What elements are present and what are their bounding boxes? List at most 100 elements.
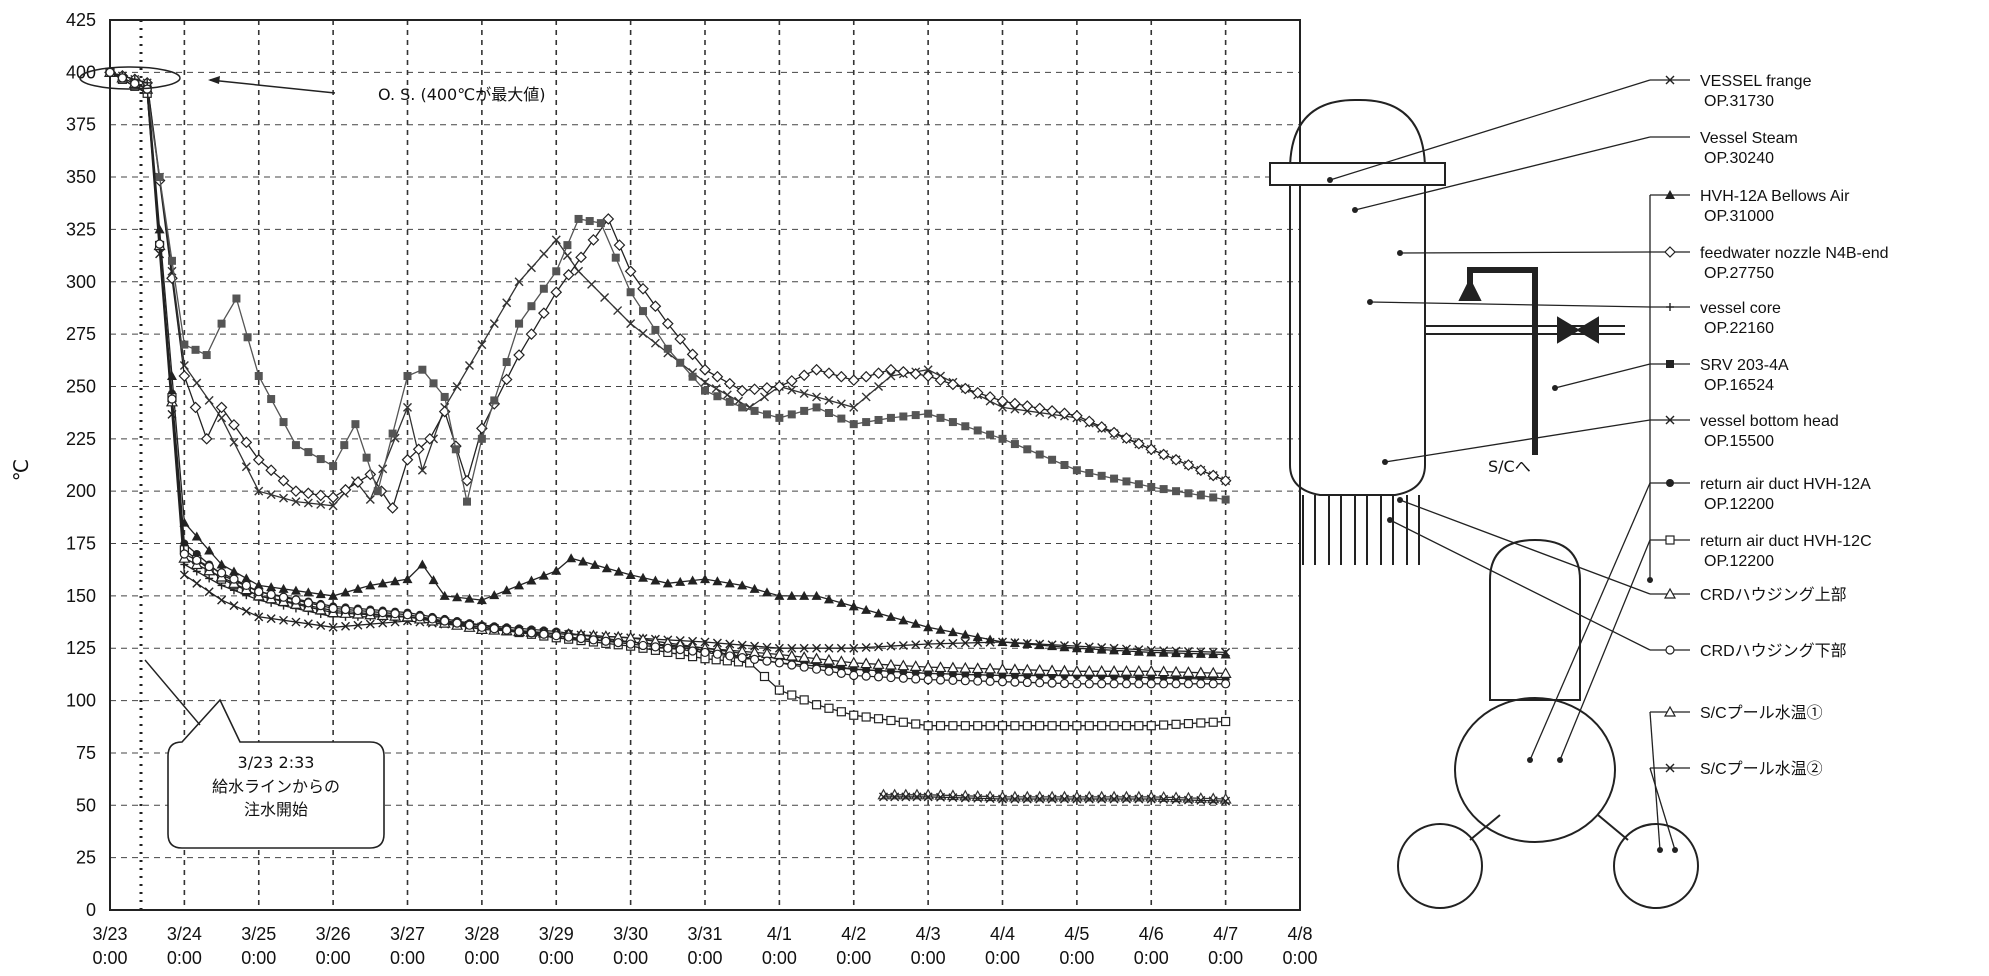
data-point bbox=[1146, 794, 1156, 804]
data-point bbox=[1072, 794, 1082, 804]
data-point bbox=[1070, 665, 1083, 676]
data-point bbox=[1666, 360, 1674, 368]
data-point bbox=[872, 367, 885, 380]
data-point bbox=[527, 302, 536, 311]
data-point bbox=[1159, 646, 1169, 656]
data-point bbox=[1072, 466, 1081, 475]
leader-tip bbox=[1387, 517, 1393, 523]
y-tick-label: 100 bbox=[66, 691, 96, 711]
leader-line bbox=[1399, 251, 1651, 254]
data-point bbox=[1097, 471, 1106, 480]
data-point bbox=[291, 497, 301, 507]
data-point bbox=[860, 370, 872, 383]
data-point bbox=[1121, 794, 1131, 804]
data-point bbox=[202, 351, 211, 360]
legend-item: return air duct HVH-12A OP.12200 bbox=[1650, 476, 1871, 513]
y-tick-label: 75 bbox=[76, 743, 96, 763]
data-point bbox=[514, 580, 525, 590]
data-point bbox=[303, 598, 313, 608]
data-point bbox=[700, 377, 710, 387]
data-point bbox=[699, 363, 711, 376]
data-point bbox=[538, 570, 549, 580]
data-point bbox=[849, 402, 859, 412]
data-point bbox=[786, 590, 797, 600]
data-point bbox=[836, 668, 846, 678]
data-point bbox=[1665, 535, 1675, 545]
x-tick-date: 4/1 bbox=[767, 924, 792, 944]
torus-connector-left bbox=[1469, 814, 1501, 841]
data-point bbox=[861, 643, 871, 653]
data-point bbox=[328, 622, 338, 632]
data-point bbox=[1145, 665, 1158, 676]
data-point bbox=[1010, 440, 1019, 449]
data-point bbox=[191, 345, 200, 354]
data-point bbox=[1010, 677, 1020, 687]
data-point bbox=[879, 792, 888, 802]
data-point bbox=[551, 235, 561, 245]
data-point bbox=[1010, 638, 1020, 648]
data-point bbox=[266, 490, 276, 500]
data-point bbox=[1097, 679, 1107, 689]
y-tick-label: 350 bbox=[66, 167, 96, 187]
data-point bbox=[191, 531, 202, 541]
data-point bbox=[897, 365, 910, 378]
legend-item: VESSEL frange OP.31730 bbox=[1650, 73, 1812, 110]
data-point bbox=[1133, 646, 1144, 656]
data-point bbox=[711, 384, 721, 394]
legend-label: feedwater nozzle N4B-end bbox=[1700, 245, 1889, 262]
data-point bbox=[849, 710, 859, 720]
x-tick-date: 3/23 bbox=[92, 924, 127, 944]
data-point bbox=[998, 637, 1007, 647]
data-point bbox=[1097, 794, 1107, 804]
data-point bbox=[785, 375, 798, 387]
data-point bbox=[899, 412, 908, 421]
data-point bbox=[1072, 679, 1082, 689]
data-point bbox=[1109, 645, 1120, 655]
data-point bbox=[1095, 421, 1108, 433]
data-point bbox=[192, 578, 202, 588]
data-point bbox=[1183, 719, 1194, 729]
data-point bbox=[687, 575, 698, 585]
data-point bbox=[267, 395, 276, 404]
legend-label: S/Cプール水温① bbox=[1700, 704, 1823, 722]
data-point bbox=[749, 654, 760, 665]
reactor-diagram: S/Cへ bbox=[1269, 99, 1699, 909]
data-point bbox=[228, 566, 239, 576]
data-point bbox=[936, 639, 946, 649]
data-point bbox=[901, 792, 911, 802]
data-point bbox=[229, 574, 239, 584]
data-point bbox=[862, 418, 871, 427]
data-point bbox=[1134, 721, 1144, 731]
leader-tip bbox=[1397, 250, 1403, 256]
data-point bbox=[810, 363, 823, 376]
data-point bbox=[588, 635, 599, 645]
data-point bbox=[1134, 679, 1144, 689]
data-point bbox=[352, 583, 363, 593]
data-point bbox=[216, 568, 227, 578]
y-tick-label: 375 bbox=[66, 115, 96, 135]
data-point bbox=[935, 721, 946, 731]
data-point bbox=[849, 420, 858, 429]
data-point bbox=[1022, 721, 1032, 731]
series-2 bbox=[105, 67, 1231, 659]
data-point bbox=[1221, 495, 1230, 504]
data-point bbox=[378, 464, 388, 474]
data-point bbox=[1084, 794, 1094, 804]
data-point bbox=[1220, 649, 1231, 659]
data-point bbox=[1183, 648, 1194, 658]
data-point bbox=[232, 294, 241, 303]
data-point bbox=[1665, 645, 1675, 655]
series-line bbox=[109, 71, 1226, 507]
sc-label: S/Cへ bbox=[1488, 457, 1531, 476]
data-point bbox=[427, 614, 437, 624]
data-point bbox=[835, 655, 848, 667]
data-point bbox=[638, 640, 648, 651]
series-3 bbox=[104, 66, 1232, 514]
data-point bbox=[799, 695, 809, 705]
data-point bbox=[847, 374, 860, 387]
legend-op: OP.15500 bbox=[1704, 433, 1774, 450]
data-point bbox=[303, 498, 313, 508]
legend-label: vessel core bbox=[1700, 300, 1781, 317]
data-point bbox=[490, 396, 499, 405]
data-point bbox=[1035, 678, 1045, 688]
